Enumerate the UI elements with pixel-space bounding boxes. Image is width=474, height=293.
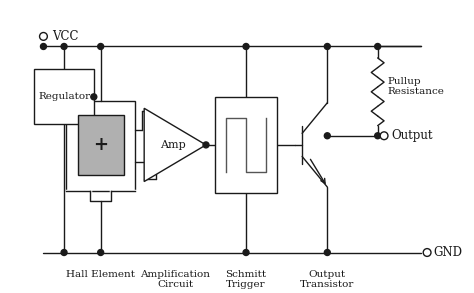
Circle shape <box>98 250 104 255</box>
Text: Output
Transistor: Output Transistor <box>300 270 355 289</box>
Bar <box>66 101 135 191</box>
Bar <box>215 97 277 193</box>
Circle shape <box>374 43 381 50</box>
Text: Regulator: Regulator <box>38 92 90 101</box>
Circle shape <box>423 248 431 256</box>
Text: GND: GND <box>434 246 463 259</box>
Circle shape <box>243 43 249 50</box>
Circle shape <box>324 250 330 255</box>
Circle shape <box>380 132 388 140</box>
Circle shape <box>324 43 330 50</box>
Circle shape <box>98 43 104 50</box>
Bar <box>34 69 94 124</box>
Circle shape <box>40 43 46 50</box>
Text: Pullup
Resistance: Pullup Resistance <box>388 77 445 96</box>
Text: +: + <box>93 136 108 154</box>
Circle shape <box>61 43 67 50</box>
Text: Schmitt
Trigger: Schmitt Trigger <box>226 270 266 289</box>
Circle shape <box>243 250 249 255</box>
Text: Amp: Amp <box>160 140 186 150</box>
Bar <box>78 115 124 175</box>
Text: Output: Output <box>392 129 433 142</box>
Circle shape <box>39 33 47 40</box>
Circle shape <box>324 133 330 139</box>
Circle shape <box>91 94 97 100</box>
Circle shape <box>374 133 381 139</box>
Text: VCC: VCC <box>52 30 78 43</box>
Text: Hall Element: Hall Element <box>66 270 135 279</box>
Text: Amplification
Circuit: Amplification Circuit <box>140 270 210 289</box>
Circle shape <box>61 250 67 255</box>
Circle shape <box>203 142 209 148</box>
Polygon shape <box>144 108 206 182</box>
